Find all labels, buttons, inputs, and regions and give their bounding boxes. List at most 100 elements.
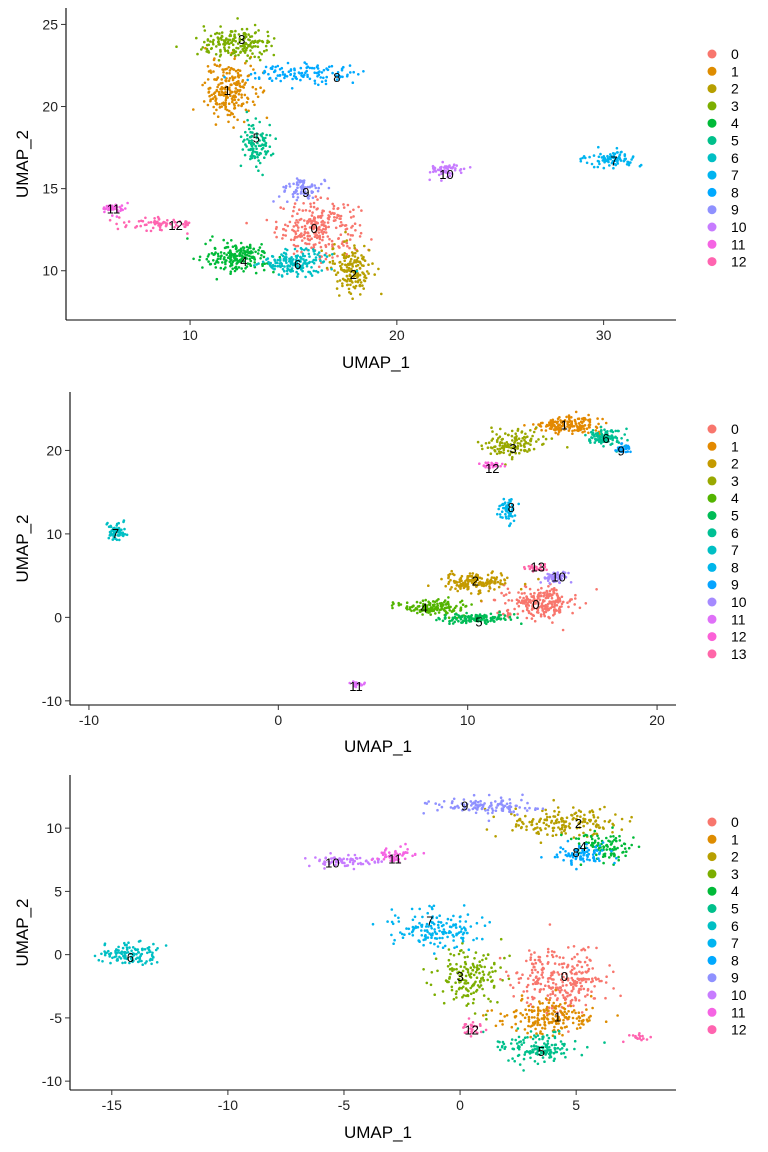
data-point [514,432,517,436]
data-point [546,605,549,608]
data-point [508,511,511,515]
data-point [425,604,429,607]
data-point [516,612,520,616]
data-point [543,562,547,566]
data-point [451,969,454,972]
data-point [124,954,127,958]
series-5-points [239,110,278,177]
data-point [292,229,296,233]
data-point [405,601,409,604]
data-point [513,814,516,817]
data-point [554,1043,558,1046]
data-point [598,859,601,863]
data-point [573,1039,577,1043]
data-point [550,603,554,606]
data-point [406,848,409,851]
data-point [433,942,436,946]
data-point [455,967,458,971]
data-point [620,828,624,831]
cluster-label-12: 12 [168,218,182,233]
data-point [244,143,247,146]
data-point [534,981,537,984]
data-point [513,514,517,517]
data-point [492,984,496,988]
data-point [525,441,528,445]
data-point [474,990,478,993]
data-point [499,1012,503,1016]
data-point [508,615,512,619]
data-point [332,212,336,216]
data-point [243,153,247,157]
data-point [450,985,454,989]
data-point [254,45,257,48]
data-point [616,446,620,450]
data-point [294,254,298,258]
data-point [580,948,583,952]
data-point [434,612,437,615]
data-point [278,74,282,77]
x-tick-label: 10 [182,327,198,343]
data-point [216,76,220,79]
data-point [472,973,476,977]
data-point [356,249,359,253]
data-point [245,245,249,249]
data-point [510,434,514,438]
data-point [291,214,294,218]
data-point [620,817,624,821]
data-point [347,853,350,857]
data-point [563,989,567,992]
data-point [562,424,566,427]
data-point [604,421,608,425]
data-point [418,921,421,925]
data-point [437,598,440,601]
data-point [239,85,242,89]
data-point [354,229,357,232]
data-point [592,154,596,157]
data-point [612,166,615,170]
data-point [560,972,564,976]
data-point [309,272,313,275]
data-point [262,255,266,259]
data-point [245,101,249,104]
data-point [361,284,364,287]
data-point [555,1022,558,1025]
data-point [330,239,334,243]
data-point [220,254,223,257]
data-point [473,1012,477,1015]
data-point [546,962,550,965]
data-point [376,857,379,860]
data-point [240,27,244,31]
data-point [328,260,332,264]
data-point [250,124,253,128]
data-point [501,979,504,982]
data-point [573,972,577,976]
data-point [483,924,487,927]
data-point [526,1031,529,1035]
x-tick-label: 20 [649,712,665,728]
data-point [582,987,586,991]
legend-key-11 [707,239,717,249]
data-point [592,165,596,169]
data-point [306,222,309,225]
data-point [610,434,613,438]
data-point [461,936,465,940]
data-point [455,613,458,616]
legend-label-3: 3 [731,98,739,114]
data-point [284,252,288,255]
data-point [463,982,467,985]
data-point [557,973,561,976]
data-point [405,927,408,930]
data-point [276,64,280,68]
data-point [612,987,615,990]
data-point [233,259,236,262]
data-point [460,927,464,931]
data-point [529,1035,532,1039]
data-point [469,925,473,928]
data-point [352,270,356,274]
data-point [229,94,232,97]
data-point [472,793,476,797]
data-point [586,855,589,858]
data-point [213,63,217,66]
data-point [517,1047,521,1051]
data-point [532,1044,536,1047]
